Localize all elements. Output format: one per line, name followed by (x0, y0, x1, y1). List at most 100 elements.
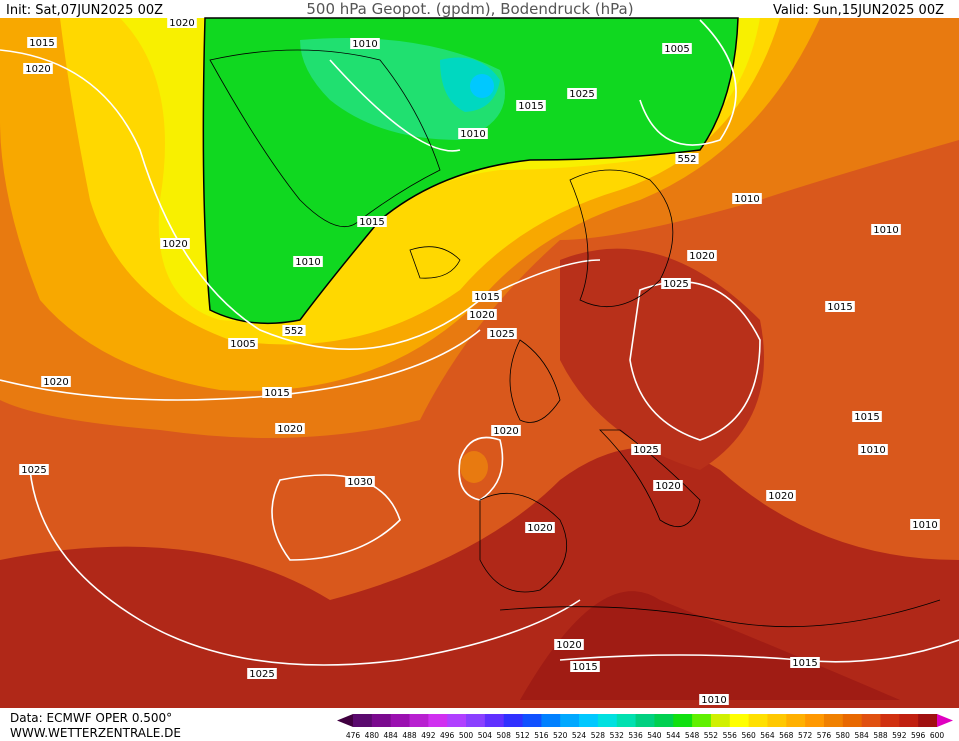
colorbar-label: 596 (911, 731, 926, 740)
isobar-label: 1025 (489, 329, 514, 340)
isobar-label: 1020 (527, 523, 552, 534)
label-box (790, 657, 820, 668)
colorbar-label: 548 (685, 731, 700, 740)
isobar-label: 1030 (347, 477, 372, 488)
label-box (858, 444, 888, 455)
isobar-label: 1025 (569, 89, 594, 100)
colorbar-label: 488 (402, 731, 417, 740)
isobar-label: 1010 (860, 445, 885, 456)
label-box (167, 17, 197, 28)
colorbar: 476 480 484 488 492 496 500 504 508 512 516 520 524 5… (337, 714, 953, 740)
colorbar-label: 484 (384, 731, 399, 740)
isobar-label: 1020 (689, 251, 714, 262)
colorbar-box (918, 714, 938, 727)
isobar-label: 1010 (460, 129, 485, 140)
label-box (275, 423, 305, 434)
label-box (525, 522, 555, 533)
colorbar-box (823, 714, 844, 727)
colorbar-box (616, 714, 637, 727)
colorbar-high (937, 714, 953, 727)
label-box (247, 668, 277, 679)
colorbar-box (541, 714, 561, 727)
label-box (27, 37, 57, 48)
init-time: Init: Sat,07JUN2025 00Z (6, 3, 163, 18)
isobar-label: 1010 (734, 194, 759, 205)
colorbar-label: 576 (817, 731, 832, 740)
label-box (41, 376, 71, 387)
colorbar-label: 476 (346, 731, 361, 740)
isobar-label: 1020 (556, 640, 581, 651)
label-box (293, 256, 323, 267)
colorbar-label: 508 (497, 731, 512, 740)
colorbar-label: 568 (779, 731, 794, 740)
colorbar-label: 492 (421, 731, 436, 740)
data-source: Data: ECMWF OPER 0.500° (10, 711, 172, 725)
colorbar-box (484, 714, 505, 727)
isobar-label: 1020 (25, 64, 50, 75)
colorbar-box (767, 714, 787, 727)
colorbar-box (899, 714, 919, 727)
colorbar-box (673, 714, 693, 727)
isobar-label: 1010 (295, 257, 320, 268)
colorbar-label: 504 (478, 731, 493, 740)
label-box (467, 309, 497, 320)
isobar-label: 1025 (21, 465, 46, 476)
label-box (567, 88, 597, 99)
isobar-label: 1005 (230, 339, 255, 350)
label-box (631, 444, 661, 455)
label-box (516, 100, 546, 111)
colorbar-label: 516 (534, 731, 549, 740)
colorbar-label: 520 (553, 731, 568, 740)
isobar-label: 1025 (633, 445, 658, 456)
colorbar-label: 532 (610, 731, 625, 740)
colorbar-label: 524 (572, 731, 587, 740)
label-box (766, 490, 796, 501)
label-box (852, 411, 882, 422)
isobar-label: 1015 (854, 412, 879, 423)
isobar-label: 1015 (827, 302, 852, 313)
isobar-label: 1020 (162, 239, 187, 250)
isobar-label: 1015 (359, 217, 384, 228)
label-box (228, 338, 258, 349)
isobar-label: 552 (677, 154, 696, 165)
colorbar-label: 512 (515, 731, 530, 740)
colorbar-label: 528 (591, 731, 606, 740)
isobar-label: 1020 (768, 491, 793, 502)
label-box (491, 425, 521, 436)
label-box (282, 325, 306, 336)
label-box (487, 328, 517, 339)
website: WWW.WETTERZENTRALE.DE (10, 726, 181, 740)
valid-time: Valid: Sun,15JUN2025 00Z (773, 3, 944, 18)
colorbar-box (371, 714, 392, 727)
colorbar-box (560, 714, 580, 727)
isobar-label: 1015 (29, 38, 54, 49)
label-box (661, 278, 691, 289)
isobar-label: 1020 (277, 424, 302, 435)
isobar-label: 1025 (663, 279, 688, 290)
colorbar-box (842, 714, 863, 727)
colorbar-box (786, 714, 806, 727)
isobar-label: 1005 (664, 44, 689, 55)
label-box (19, 464, 49, 475)
colorbar-box (805, 714, 825, 727)
isobar-label: 1015 (518, 101, 543, 112)
colorbar-label: 580 (836, 731, 851, 740)
isobar-label: 1020 (43, 377, 68, 388)
colorbar-label: 592 (892, 731, 907, 740)
isobar-label: 1015 (792, 658, 817, 669)
colorbar-box (466, 714, 486, 727)
colorbar-box (353, 714, 373, 727)
label-box (357, 216, 387, 227)
colorbar-box (635, 714, 655, 727)
colorbar-label: 496 (440, 731, 455, 740)
colorbar-label: 480 (365, 731, 380, 740)
colorbar-label: 544 (666, 731, 681, 740)
label-box (910, 519, 940, 530)
isobar-label: 1020 (655, 481, 680, 492)
colorbar-label: 588 (873, 731, 888, 740)
colorbar-label: 556 (723, 731, 738, 740)
map-title: 500 hPa Geopot. (gpdm), Bodendruck (hPa) (306, 0, 633, 18)
isobar-label: 1010 (701, 695, 726, 706)
colorbar-label: 540 (647, 731, 662, 740)
isobar-label: 1020 (169, 18, 194, 29)
